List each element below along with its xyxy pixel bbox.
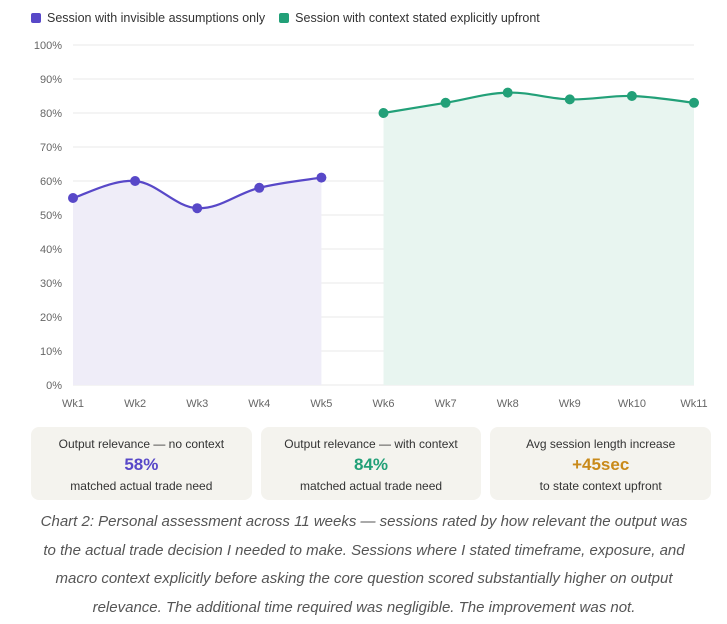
stat-sub: to state context upfront [539,479,662,493]
point-layer [68,87,699,214]
legend-item-no-context[interactable]: Session with invisible assumptions only [31,11,265,25]
y-tick-label: 60% [40,176,62,188]
data-point-no-context [254,182,265,193]
series-area-with-context [383,92,694,385]
x-tick-label: Wk7 [435,398,457,410]
axis-label-layer: 0% 10% 20% 30% 40% 50% 60% 70% 80% 90% 100% Wk1 Wk2 W… [34,40,708,410]
x-tick-label: Wk5 [310,398,332,410]
y-tick-label: 30% [40,278,62,290]
data-point-with-context [440,97,451,108]
data-point-with-context [626,91,637,101]
x-tick-label: Wk1 [62,398,84,410]
stat-card-no-context: Output relevance — no context 58% matche… [31,427,252,500]
chart-caption: Chart 2: Personal assessment across 11 w… [40,513,688,616]
line-chart: 0% 10% 20% 30% 40% 50% 60% 70% 80% 90% 100% Wk1 Wk2 W… [34,40,708,410]
stats-row: Output relevance — no context 58% matche… [31,427,712,500]
legend-label-no-context: Session with invisible assumptions only [47,11,266,25]
stat-value: 84% [353,455,389,474]
y-tick-label: 0% [46,380,62,392]
x-tick-label: Wk3 [186,398,208,410]
data-point-with-context [564,94,575,105]
stat-label: Output relevance — no context [58,437,225,451]
x-tick-label: Wk2 [124,398,146,410]
stat-label: Avg session length increase [526,437,676,451]
legend-swatch-with-context [279,13,290,23]
stat-value: 58% [124,455,159,474]
x-tick-label: Wk8 [497,398,519,410]
x-tick-label: Wk9 [559,398,581,410]
area-layer [73,92,694,385]
data-point-with-context [502,87,513,98]
data-point-no-context [68,193,78,203]
x-tick-label: Wk4 [248,398,270,410]
series-line-with-context [383,91,695,115]
y-tick-label: 90% [40,74,62,86]
stat-card-session-length: Avg session length increase +45sec to st… [490,427,712,500]
stat-sub: matched actual trade need [299,479,443,493]
y-tick-label: 100% [34,40,62,52]
x-tick-label: Wk11 [680,398,707,410]
legend-swatch-no-context [31,13,41,23]
x-tick-label: Wk6 [373,398,395,410]
stat-value: +45sec [572,455,630,474]
data-point-with-context [689,97,699,108]
stat-card-with-context: Output relevance — with context 84% matc… [260,427,482,500]
y-tick-label: 40% [40,244,62,256]
data-point-no-context [130,176,141,186]
x-tick-label: Wk10 [618,398,646,410]
y-tick-label: 10% [40,346,62,358]
y-tick-label: 80% [40,108,62,120]
legend-label-with-context: Session with context stated explicitly u… [295,11,540,25]
data-point-no-context [316,172,327,183]
y-tick-label: 50% [40,210,62,222]
stat-sub: matched actual trade need [70,479,213,493]
y-tick-label: 20% [40,312,62,324]
chart-legend: Session with invisible assumptions only … [31,9,540,27]
y-tick-label: 70% [40,142,62,154]
series-area-no-context [73,177,322,385]
stat-label: Output relevance — with context [284,437,458,451]
data-point-no-context [192,203,203,214]
legend-item-with-context[interactable]: Session with context stated explicitly u… [279,11,540,25]
data-point-with-context [378,108,389,118]
